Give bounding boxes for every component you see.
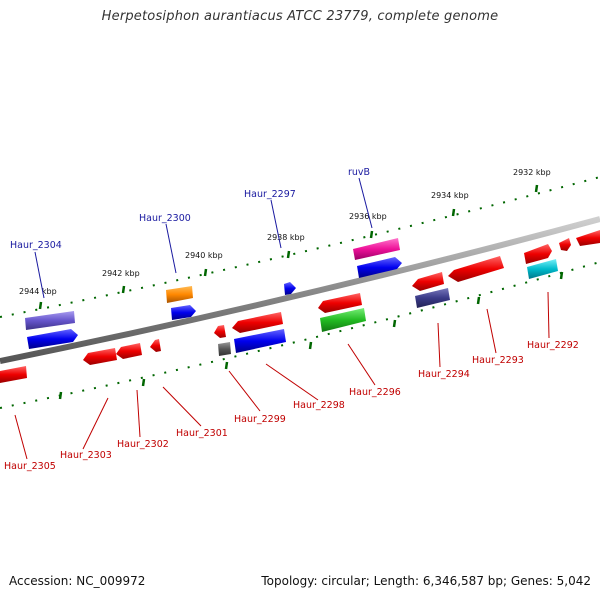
gene-indigo[interactable] — [415, 288, 450, 308]
gene-red[interactable] — [412, 272, 444, 291]
tick-label-2936: 2936 kbp — [349, 212, 387, 221]
chromosome-backbone — [0, 216, 600, 364]
tick-label-2940: 2940 kbp — [185, 251, 223, 260]
tick-label-2938: 2938 kbp — [267, 233, 305, 242]
gene-gray[interactable] — [218, 342, 231, 356]
scale-track-top — [0, 176, 600, 318]
gene-blue[interactable] — [171, 305, 196, 320]
gene-red[interactable] — [0, 366, 27, 383]
gene-pink[interactable] — [353, 238, 400, 260]
gene-red[interactable] — [214, 325, 226, 338]
tick-label-2944: 2944 kbp — [19, 287, 57, 296]
tick-label-2932: 2932 kbp — [513, 168, 551, 177]
gene-cyan[interactable] — [527, 259, 558, 279]
gene-blue[interactable] — [234, 329, 286, 353]
major-ticks — [38, 184, 564, 400]
gene-red[interactable] — [83, 348, 117, 365]
gene-label-haur-2303[interactable]: Haur_2303 — [60, 450, 112, 461]
gene-label-ruvb[interactable]: ruvB — [348, 167, 370, 178]
gene-red[interactable] — [448, 256, 504, 282]
gene-purple[interactable] — [25, 311, 75, 330]
tick-label-2942: 2942 kbp — [102, 269, 140, 278]
gene-red[interactable] — [116, 343, 142, 359]
topology-text: Topology: circular; Length: 6,346,587 bp… — [261, 574, 591, 588]
gene-label-haur-2293[interactable]: Haur_2293 — [472, 355, 524, 366]
gene-label-haur-2292[interactable]: Haur_2292 — [527, 340, 579, 351]
gene-red[interactable] — [576, 230, 600, 246]
gene-label-haur-2294[interactable]: Haur_2294 — [418, 369, 470, 380]
map-title: Herpetosiphon aurantiacus ATCC 23779, co… — [101, 9, 499, 24]
gene-label-haur-2305[interactable]: Haur_2305 — [4, 461, 56, 472]
gene-label-haur-2299[interactable]: Haur_2299 — [234, 414, 286, 425]
tick-label-2934: 2934 kbp — [431, 191, 469, 200]
gene-red[interactable] — [318, 293, 362, 313]
gene-label-haur-2298[interactable]: Haur_2298 — [293, 400, 345, 411]
gene-red[interactable] — [524, 244, 552, 264]
genes-bottom — [0, 256, 558, 383]
gene-blue-small[interactable] — [284, 282, 296, 295]
scale-track-bottom — [0, 261, 600, 409]
gene-label-haur-2302[interactable]: Haur_2302 — [117, 439, 169, 450]
gene-red[interactable] — [150, 339, 161, 352]
genes-top — [25, 230, 600, 349]
gene-red[interactable] — [559, 238, 571, 251]
gene-orange[interactable] — [166, 286, 193, 303]
leader-lines-top — [34, 177, 373, 299]
gene-label-haur-2297[interactable]: Haur_2297 — [244, 189, 296, 200]
gene-red[interactable] — [232, 312, 283, 333]
gene-labels-bottom: Haur_2305 Haur_2303 Haur_2302 Haur_2301 … — [4, 340, 579, 472]
kbp-labels: 2944 kbp 2942 kbp 2940 kbp 2938 kbp 2936… — [19, 168, 551, 296]
gene-label-haur-2296[interactable]: Haur_2296 — [349, 387, 401, 398]
gene-labels-top: Haur_2304 Haur_2300 Haur_2297 ruvB — [10, 167, 370, 251]
gene-label-haur-2300[interactable]: Haur_2300 — [139, 213, 191, 224]
gene-label-haur-2301[interactable]: Haur_2301 — [176, 428, 228, 439]
leader-lines-bottom — [14, 291, 550, 460]
accession-text: Accession: NC_009972 — [9, 574, 146, 588]
gene-blue[interactable] — [27, 329, 78, 349]
gene-label-haur-2304[interactable]: Haur_2304 — [10, 240, 62, 251]
gene-green[interactable] — [320, 308, 366, 332]
gene-blue[interactable] — [357, 257, 402, 278]
